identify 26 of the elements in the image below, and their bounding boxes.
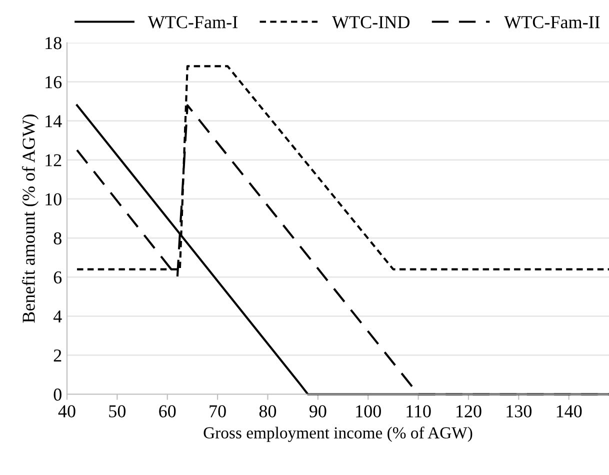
x-tick-label: 130 [506,405,532,418]
y-tick-label: 0 [54,388,62,401]
x-tick-label: 40 [58,405,76,418]
y-tick-label: 2 [54,350,62,362]
y-tick-label: 12 [46,154,62,166]
x-tick-label: 70 [210,405,226,418]
y-tick-label: 8 [54,232,62,244]
legend-label: WTC-Fam-I [148,16,238,28]
x-tick-label: 80 [259,405,276,418]
x-tick-label: 60 [159,405,176,418]
legend-label: WTC-Fam-II [504,16,600,28]
x-axis-title: Gross employment income (% of AGW) [204,426,472,442]
y-tick-label: 10 [46,193,62,206]
y-tick-label: 16 [46,76,62,88]
legend-label: WTC-IND [332,16,410,28]
x-tick-label: 90 [309,405,326,418]
y-axis-title: Benefit amount (% of AGW) [22,114,39,323]
y-tick-label: 4 [53,310,62,322]
x-tick-label: 140 [556,405,582,418]
y-tick-label: 6 [54,271,62,284]
x-tick-label: 50 [109,405,126,418]
y-tick-label: 18 [46,37,62,50]
x-tick-label: 100 [356,405,381,418]
x-tick-label: 110 [406,405,431,418]
y-tick-label: 14 [46,115,62,128]
x-tick-label: 120 [456,405,482,418]
